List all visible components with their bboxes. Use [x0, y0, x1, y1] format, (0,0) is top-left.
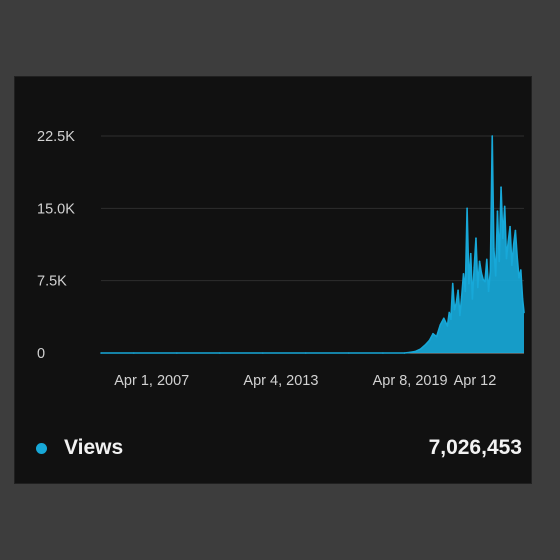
views-data-point: [473, 266, 476, 268]
y-tick-label-3: 22.5K: [37, 129, 75, 145]
views-data-point: [451, 282, 454, 285]
views-data-point: [482, 278, 485, 281]
x-tick-label-2: Apr 8, 2019: [373, 373, 448, 389]
views-data-point: [505, 257, 508, 260]
views-series-line: [101, 135, 525, 354]
views-data-point: [512, 243, 515, 245]
views-series-area: [101, 136, 524, 353]
views-data-point: [382, 352, 384, 354]
views-data-point: [453, 308, 456, 311]
y-tick-label-2: 15.0K: [37, 201, 75, 217]
views-data-point: [403, 352, 406, 354]
views-data-point: [480, 272, 483, 274]
y-axis-tick-labels: 0 7.5K 15.0K 22.5K: [37, 129, 75, 362]
views-data-point: [428, 339, 431, 342]
x-axis-tick-labels: Apr 1, 2007 Apr 4, 2013 Apr 8, 2019 Apr 12: [114, 373, 496, 389]
y-tick-label-0: 0: [37, 346, 45, 362]
y-tick-label-1: 7.5K: [37, 274, 67, 290]
views-data-point: [448, 311, 451, 314]
views-data-point: [462, 273, 465, 275]
views-data-point: [477, 286, 479, 289]
views-data-point: [484, 280, 486, 283]
views-data-point: [520, 269, 522, 271]
views-data-point: [100, 352, 102, 354]
views-data-point: [348, 352, 350, 354]
views-data-point: [464, 290, 467, 293]
views-data-point: [509, 225, 511, 228]
views-data-point: [439, 324, 442, 326]
series-layer: [100, 135, 525, 354]
views-data-point: [455, 302, 458, 304]
views-data-point: [496, 210, 499, 213]
views-data-point: [486, 258, 488, 261]
views-data-point: [432, 332, 434, 335]
views-data-point: [507, 240, 510, 242]
views-data-point: [425, 343, 427, 346]
x-tick-label-1: Apr 4, 2013: [243, 373, 318, 389]
views-data-point: [219, 352, 221, 354]
views-data-point: [500, 186, 502, 188]
views-data-point: [176, 352, 178, 354]
views-data-point: [487, 290, 490, 293]
views-data-point: [494, 275, 497, 277]
views-data-point: [414, 350, 416, 353]
views-data-point: [471, 298, 474, 300]
views-data-point: [450, 318, 452, 321]
views-data-point: [446, 325, 449, 327]
views-data-point: [457, 289, 459, 292]
views-data-point: [503, 205, 506, 208]
x-tick-label-0: Apr 1, 2007: [114, 373, 189, 389]
views-data-point: [478, 260, 481, 263]
views-data-point: [523, 311, 525, 314]
views-data-point: [491, 135, 494, 137]
views-data-point: [475, 237, 477, 240]
views-data-point: [469, 252, 472, 255]
views-data-point: [489, 270, 492, 272]
views-data-point: [466, 207, 468, 210]
views-data-point: [305, 352, 307, 354]
views-data-point: [514, 229, 517, 232]
views-data-point: [498, 260, 501, 263]
views-data-point: [511, 264, 513, 267]
views-data-point: [502, 237, 504, 240]
chart-card: 0 7.5K 15.0K 22.5K Apr 1, 2007 Apr 4, 2013 Ap…: [14, 76, 532, 484]
views-data-point: [459, 314, 461, 317]
views-data-point: [419, 348, 422, 350]
views-data-point: [435, 335, 438, 338]
views-data-point: [493, 248, 495, 250]
views-data-point: [408, 351, 411, 354]
views-data-point: [518, 276, 520, 279]
x-tick-label-3: Apr 12: [454, 373, 497, 389]
views-data-point: [521, 298, 524, 300]
views-data-point: [262, 352, 264, 354]
views-data-point: [133, 352, 135, 354]
views-data-point: [468, 282, 470, 285]
views-data-point: [460, 295, 463, 297]
views-data-point: [443, 317, 445, 320]
views-data-point: [516, 256, 519, 259]
